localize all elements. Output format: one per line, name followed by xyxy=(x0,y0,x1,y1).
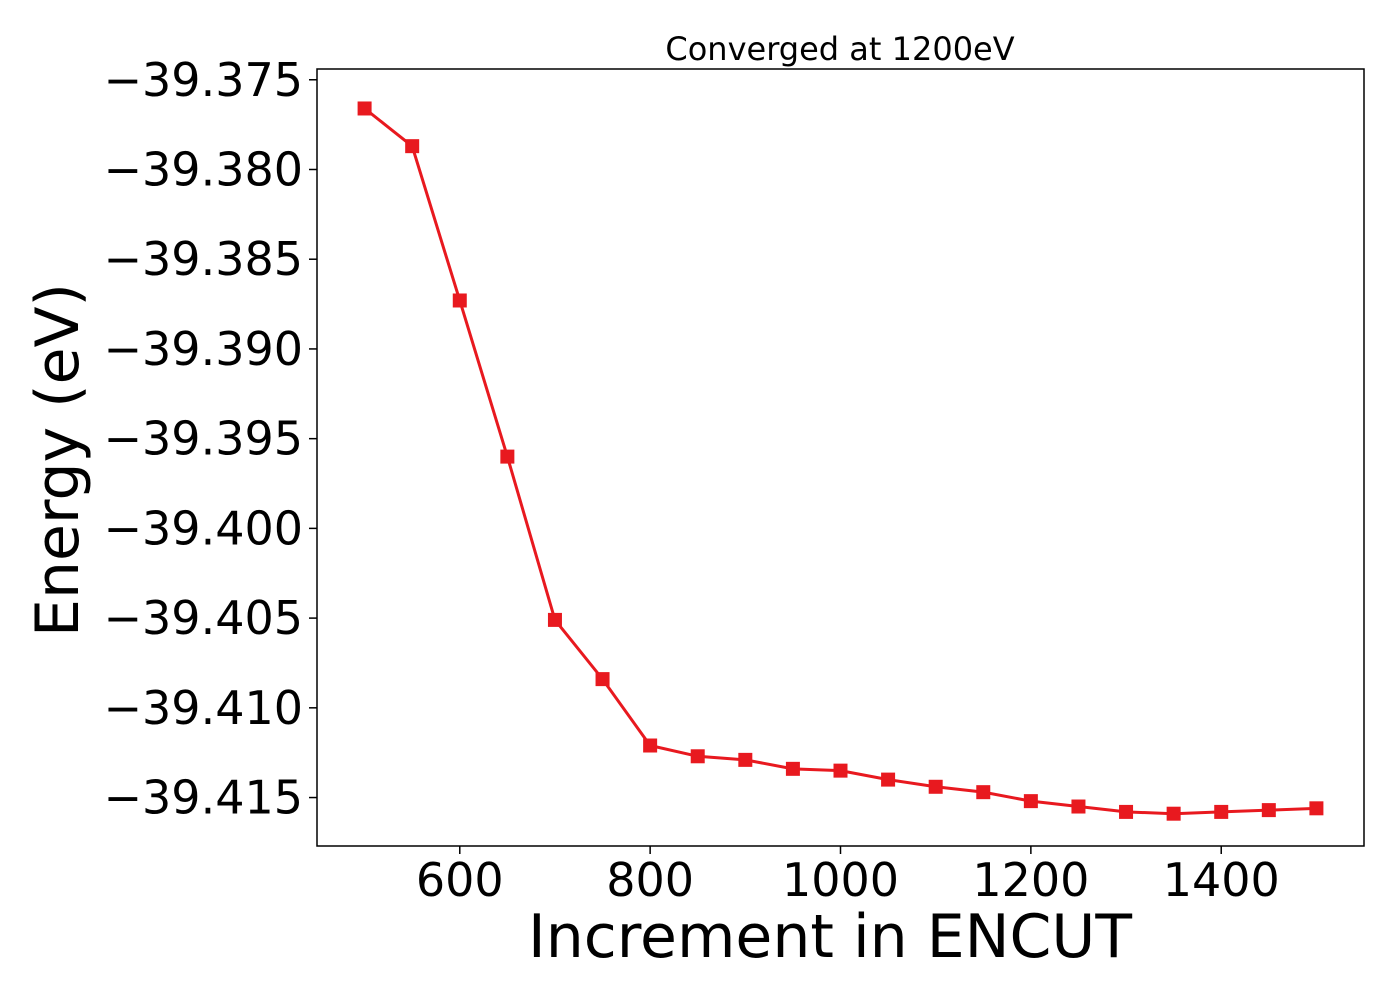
x-tick-label: 1200 xyxy=(972,853,1089,907)
x-axis-label: Increment in ENCUT xyxy=(528,902,1132,972)
data-point-marker xyxy=(452,293,467,308)
y-tick-label: −39.415 xyxy=(104,771,304,825)
data-point-marker xyxy=(595,672,610,687)
y-axis-label: Energy (eV) xyxy=(23,283,93,637)
chart-title: Converged at 1200eV xyxy=(665,30,1014,68)
x-tick-label: 600 xyxy=(416,853,504,907)
data-point-marker xyxy=(1071,799,1086,814)
y-tick-label: −39.380 xyxy=(104,142,304,196)
x-tick-label: 1000 xyxy=(782,853,899,907)
data-point-marker xyxy=(643,738,658,753)
y-axis-ticks: −39.375 −39.380 −39.385 −39.390 −39.395 −39.4… xyxy=(104,53,317,825)
data-point-marker xyxy=(500,449,515,464)
y-tick-label: −39.395 xyxy=(104,412,304,466)
data-point-marker xyxy=(1023,794,1038,809)
series-markers xyxy=(357,101,1324,821)
data-point-marker xyxy=(690,749,705,764)
data-point-marker xyxy=(547,612,562,627)
plot-area-frame xyxy=(316,68,1365,847)
y-tick-label: −39.405 xyxy=(104,591,304,645)
x-axis-ticks: 600 800 1000 1200 1400 xyxy=(416,846,1280,907)
y-tick-label: −39.385 xyxy=(104,232,304,286)
data-point-marker xyxy=(405,139,420,154)
y-tick-label: −39.400 xyxy=(104,501,304,555)
data-point-marker xyxy=(1261,803,1276,818)
x-tick-label: 800 xyxy=(606,853,694,907)
data-point-marker xyxy=(1214,804,1229,819)
data-point-marker xyxy=(833,763,848,778)
data-point-marker xyxy=(1166,806,1181,821)
data-point-marker xyxy=(976,785,991,800)
data-point-marker xyxy=(928,779,943,794)
data-point-marker xyxy=(881,772,896,787)
data-point-marker xyxy=(357,101,372,116)
data-point-marker xyxy=(1119,804,1134,819)
data-point-marker xyxy=(1309,801,1324,816)
y-tick-label: −39.410 xyxy=(104,681,304,735)
y-tick-label: −39.375 xyxy=(104,53,304,107)
data-point-marker xyxy=(738,752,753,767)
y-tick-label: −39.390 xyxy=(104,322,304,376)
data-point-marker xyxy=(785,761,800,776)
x-tick-label: 1400 xyxy=(1163,853,1280,907)
